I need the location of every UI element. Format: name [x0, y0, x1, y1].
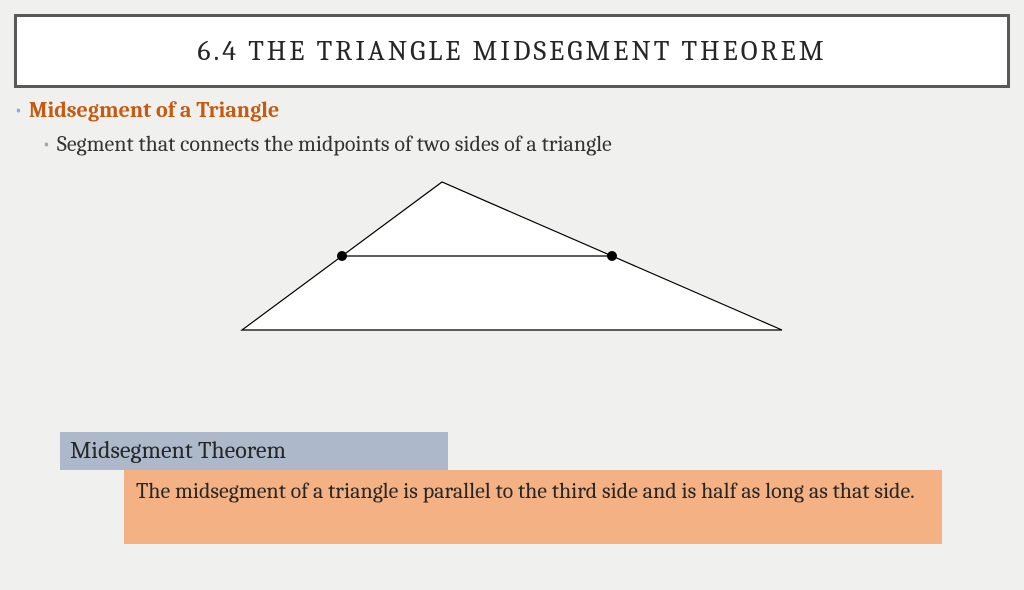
bullet-l1-text: Midsegment of a Triangle: [29, 96, 279, 124]
diagram-container: [14, 170, 1010, 340]
bullet-l2-text: Segment that connects the midpoints of t…: [57, 130, 612, 158]
bullet-icon: •: [14, 96, 23, 124]
slide-title-box: 6.4 THE TRIANGLE MIDSEGMENT THEOREM: [14, 14, 1010, 88]
bullet-level-2: • Segment that connects the midpoints of…: [42, 130, 1010, 158]
slide-title: 6.4 THE TRIANGLE MIDSEGMENT THEOREM: [27, 35, 997, 67]
theorem-body-text: The midsegment of a triangle is parallel…: [136, 478, 915, 504]
theorem-label-box: Midsegment Theorem: [60, 432, 448, 470]
bullet-icon: •: [42, 130, 51, 158]
bullet-level-1: • Midsegment of a Triangle: [14, 96, 1010, 124]
midpoint-left: [337, 251, 347, 261]
slide-content: • Midsegment of a Triangle • Segment tha…: [0, 88, 1024, 340]
theorem-label-text: Midsegment Theorem: [70, 436, 286, 464]
triangle-diagram: [202, 170, 822, 340]
midpoint-right: [607, 251, 617, 261]
theorem-body-box: The midsegment of a triangle is parallel…: [124, 470, 942, 544]
